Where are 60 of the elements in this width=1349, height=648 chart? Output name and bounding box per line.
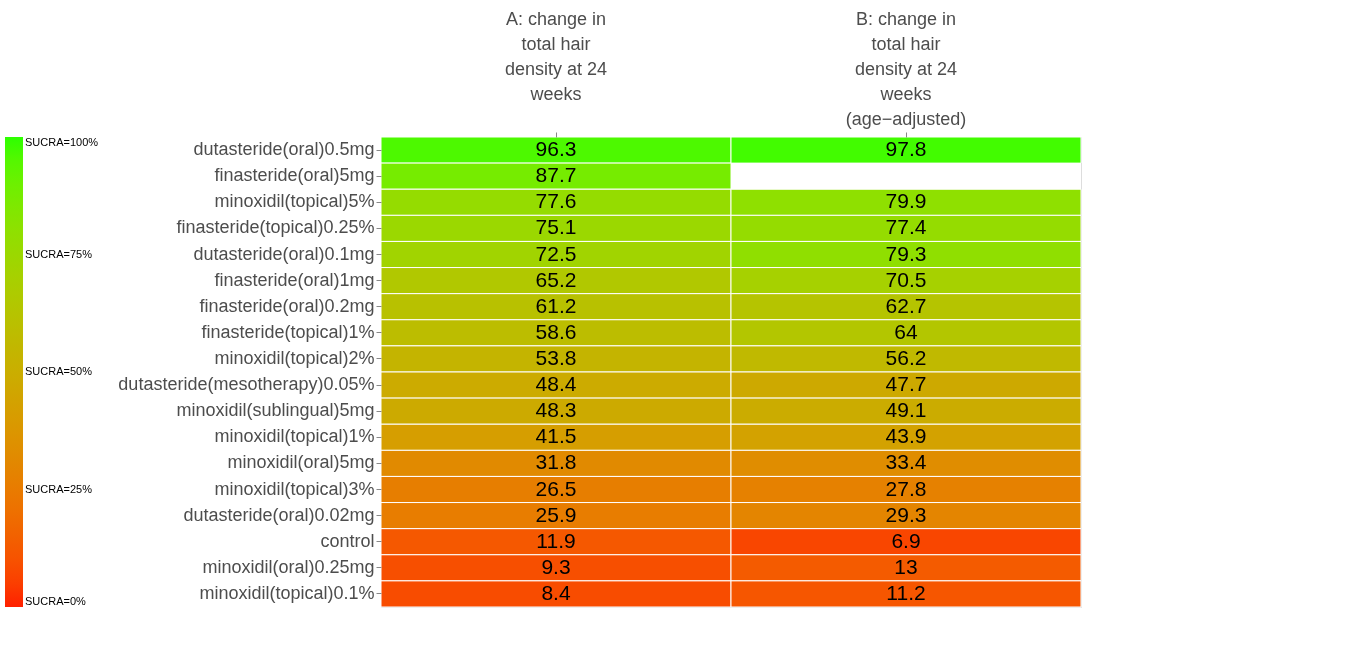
color-bar-label: SUCRA=0% [25,595,87,607]
data-label: 11.9 [536,528,576,552]
data-label: 49.1 [885,398,927,422]
y-tick-label: finasteride(oral)5mg [214,165,375,186]
data-label: 96.3 [535,137,577,161]
data-label: 33.4 [885,450,927,474]
data-label: 77.6 [535,189,577,213]
data-label: 65.2 [535,267,577,291]
data-label: 27.8 [885,476,927,500]
y-tick-label: dutasteride(mesotherapy)0.05% [118,374,375,395]
data-label: 9.3 [541,554,571,578]
color-bar-label: SUCRA=100% [25,136,99,148]
y-tick-label: minoxidil(topical)3% [214,478,375,499]
y-tick-label: dutasteride(oral)0.02mg [183,504,375,525]
color-bar-label: SUCRA=75% [25,247,93,260]
y-tick-label: minoxidil(topical)2% [214,347,375,368]
y-tick-label: control [320,530,375,551]
data-label: 48.3 [535,398,577,422]
y-tick-label: finasteride(topical)0.25% [176,217,375,238]
color-bar-label: SUCRA=50% [25,365,93,377]
y-tick-label: finasteride(oral)0.2mg [199,295,375,316]
y-tick-label: finasteride(topical)1% [201,321,375,342]
data-label: 79.3 [885,241,927,265]
data-label: 41.5 [535,424,577,448]
data-label: 47.7 [885,372,927,396]
y-tick-label: minoxidil(oral)0.25mg [202,556,375,577]
data-label: 13 [894,554,918,578]
x-tick-label: B: change in total hair density at 24 weeks (age−adjusted) [845,8,967,129]
y-tick-label: finasteride(oral)1mg [214,269,375,290]
data-label: 62.7 [885,293,927,317]
data-label: 77.4 [885,215,927,239]
data-label: 53.8 [535,345,577,369]
data-label: 29.3 [885,502,927,526]
y-tick-label: minoxidil(topical)5% [214,191,375,212]
x-tick-label: A: change in total hair density at 24 weeks [504,8,608,104]
data-label: 8.4 [541,580,571,604]
data-label: 61.2 [535,293,577,317]
data-label: 25.9 [535,502,577,526]
data-label: 64 [894,319,918,343]
data-label: 97.8 [885,137,927,161]
color-bar-label: SUCRA=25% [25,482,93,495]
y-tick-label: minoxidil(sublingual)5mg [176,400,375,421]
data-label: 31.8 [535,450,577,474]
y-tick-label: dutasteride(oral)0.5mg [193,139,375,160]
data-label: 79.9 [885,189,927,213]
data-label: 72.5 [535,241,577,265]
data-label: 56.2 [885,345,927,369]
y-tick-label: minoxidil(oral)5mg [227,452,375,473]
data-label: 58.6 [535,319,577,343]
y-tick-label: dutasteride(oral)0.1mg [193,243,375,264]
data-label: 11.2 [886,580,926,604]
data-label: 6.9 [891,528,921,552]
y-tick-label: minoxidil(topical)0.1% [199,582,375,603]
data-label: 26.5 [535,476,577,500]
data-label: 87.7 [535,163,577,187]
data-label: 43.9 [885,424,927,448]
data-label: 48.4 [535,372,577,396]
data-label: 75.1 [535,215,577,239]
data-label: 70.5 [885,267,927,291]
y-tick-label: minoxidil(topical)1% [214,426,375,447]
